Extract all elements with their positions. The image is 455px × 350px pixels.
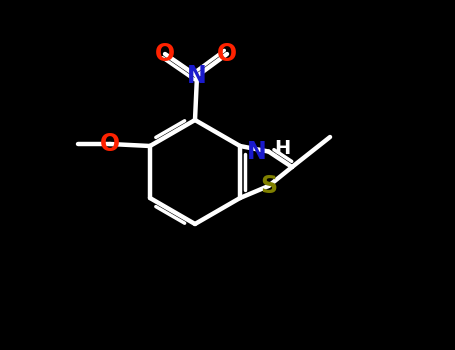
- Text: H: H: [275, 139, 291, 158]
- Text: O: O: [217, 42, 237, 66]
- Text: O: O: [100, 132, 120, 156]
- Text: N: N: [247, 140, 267, 163]
- Text: S: S: [260, 174, 277, 198]
- Text: O: O: [155, 42, 175, 66]
- Text: N: N: [187, 64, 207, 88]
